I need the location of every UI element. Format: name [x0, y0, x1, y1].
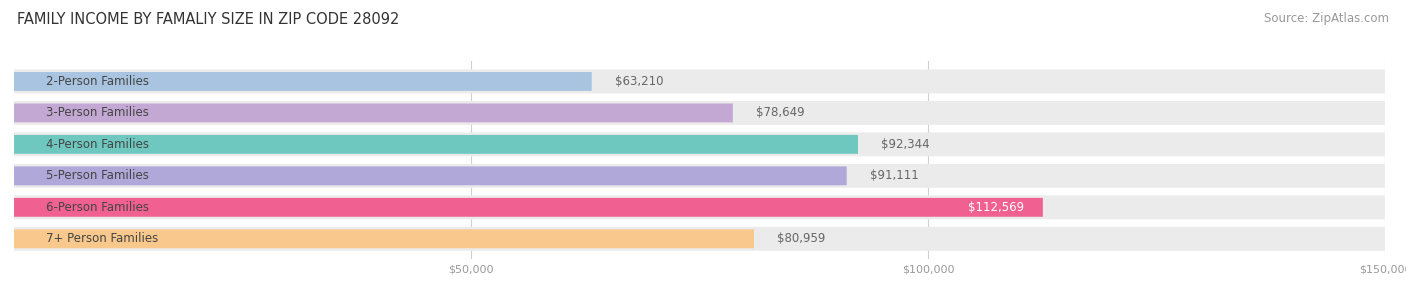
FancyBboxPatch shape [14, 196, 1385, 219]
Text: Source: ZipAtlas.com: Source: ZipAtlas.com [1264, 12, 1389, 25]
FancyBboxPatch shape [14, 72, 592, 91]
Text: 4-Person Families: 4-Person Families [46, 138, 149, 151]
FancyBboxPatch shape [14, 227, 1385, 251]
Text: $112,569: $112,569 [969, 201, 1025, 214]
Text: $80,959: $80,959 [776, 232, 825, 245]
Text: FAMILY INCOME BY FAMALIY SIZE IN ZIP CODE 28092: FAMILY INCOME BY FAMALIY SIZE IN ZIP COD… [17, 12, 399, 27]
FancyBboxPatch shape [14, 229, 754, 248]
FancyBboxPatch shape [14, 135, 858, 154]
FancyBboxPatch shape [14, 164, 1385, 188]
FancyBboxPatch shape [14, 132, 1385, 156]
FancyBboxPatch shape [14, 70, 1385, 93]
Text: $63,210: $63,210 [614, 75, 664, 88]
Text: $78,649: $78,649 [755, 106, 804, 120]
Text: 7+ Person Families: 7+ Person Families [46, 232, 159, 245]
Text: $91,111: $91,111 [869, 169, 918, 182]
FancyBboxPatch shape [14, 101, 1385, 125]
Text: 2-Person Families: 2-Person Families [46, 75, 149, 88]
FancyBboxPatch shape [14, 198, 1043, 217]
FancyBboxPatch shape [14, 103, 733, 122]
Text: 6-Person Families: 6-Person Families [46, 201, 149, 214]
Text: 3-Person Families: 3-Person Families [46, 106, 149, 120]
Text: $92,344: $92,344 [880, 138, 929, 151]
FancyBboxPatch shape [14, 167, 846, 185]
Text: 5-Person Families: 5-Person Families [46, 169, 149, 182]
